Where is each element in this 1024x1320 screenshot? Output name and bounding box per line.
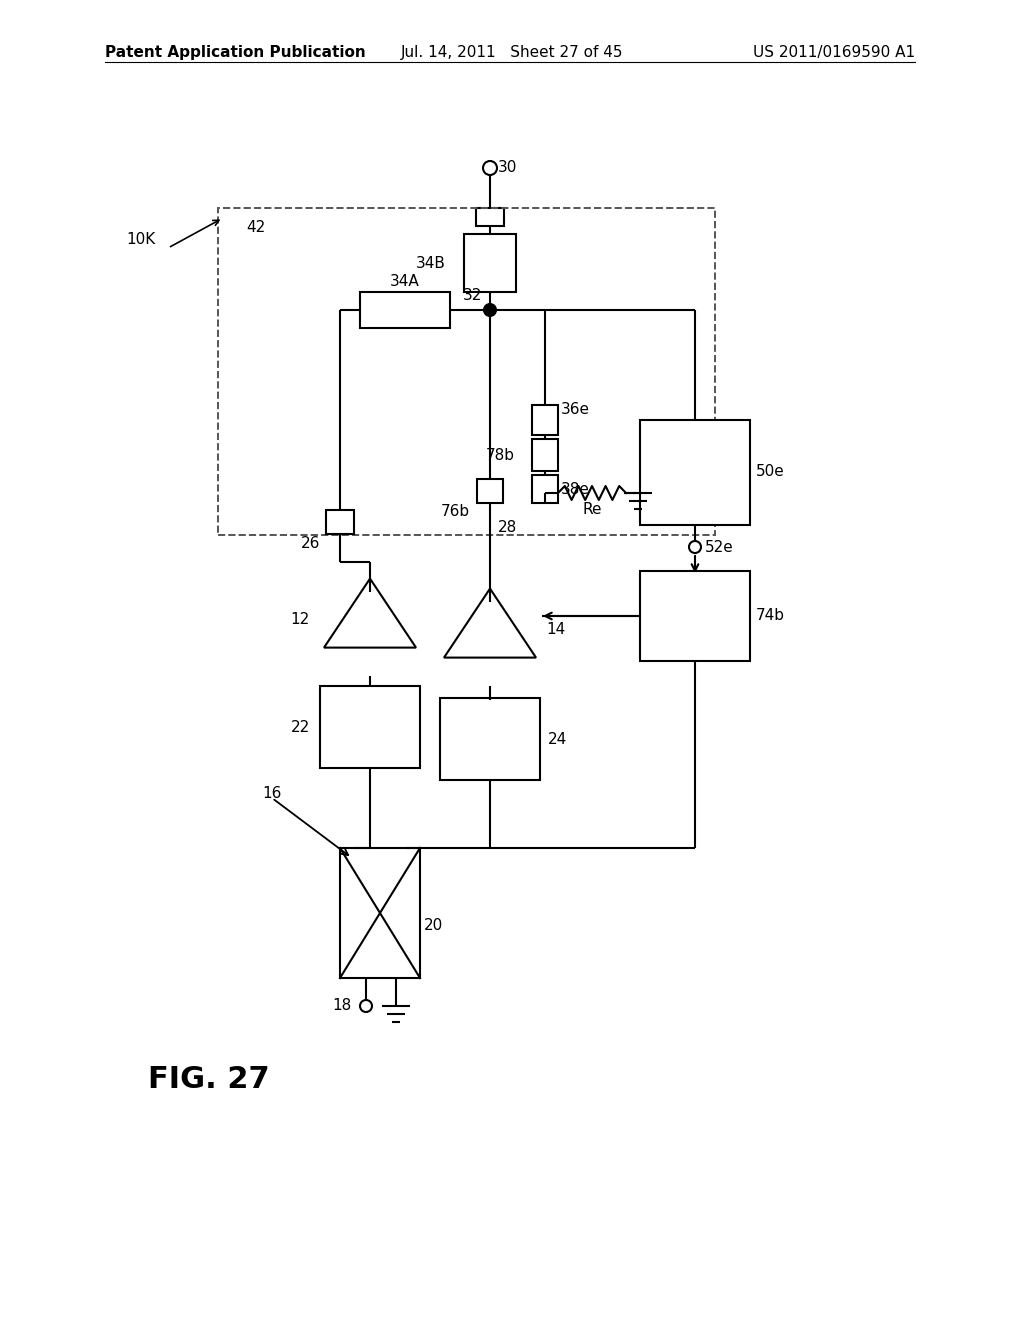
Text: 24: 24 <box>548 731 567 747</box>
Bar <box>440 698 540 780</box>
Text: 26: 26 <box>301 536 319 552</box>
Text: 34A: 34A <box>390 275 420 289</box>
Bar <box>532 405 558 436</box>
Text: FIG. 27: FIG. 27 <box>148 1065 269 1094</box>
Text: 22: 22 <box>291 719 310 734</box>
Text: 34B: 34B <box>416 256 446 271</box>
Bar <box>218 209 715 535</box>
Bar <box>326 510 354 535</box>
Bar <box>532 440 558 471</box>
Bar <box>640 420 750 525</box>
Text: 78b: 78b <box>486 447 515 462</box>
Text: Patent Application Publication: Patent Application Publication <box>105 45 366 59</box>
Bar <box>464 234 516 292</box>
Text: 18: 18 <box>333 998 352 1014</box>
Text: 12: 12 <box>290 612 309 627</box>
Bar <box>340 847 420 978</box>
Text: 20: 20 <box>424 919 443 933</box>
Text: 50e: 50e <box>756 465 784 479</box>
Circle shape <box>360 1001 372 1012</box>
Text: 14: 14 <box>546 623 565 638</box>
Text: 30: 30 <box>498 161 517 176</box>
Bar <box>640 572 750 661</box>
Bar <box>360 292 450 327</box>
Text: 52e: 52e <box>705 540 734 554</box>
Text: 32: 32 <box>463 289 482 304</box>
Text: 76b: 76b <box>441 503 470 519</box>
Text: 16: 16 <box>262 785 282 800</box>
Circle shape <box>483 161 497 176</box>
Bar <box>532 475 558 503</box>
Text: US 2011/0169590 A1: US 2011/0169590 A1 <box>753 45 915 59</box>
Text: Re: Re <box>583 502 602 516</box>
Text: Jul. 14, 2011   Sheet 27 of 45: Jul. 14, 2011 Sheet 27 of 45 <box>400 45 624 59</box>
Bar <box>476 209 504 226</box>
Bar <box>319 686 420 768</box>
Text: 74b: 74b <box>756 609 785 623</box>
Circle shape <box>689 541 701 553</box>
Text: 10K: 10K <box>127 232 156 248</box>
Bar <box>477 479 503 503</box>
Circle shape <box>484 304 496 315</box>
Text: 38e: 38e <box>561 482 590 496</box>
Text: 42: 42 <box>246 220 265 235</box>
Text: 36e: 36e <box>561 403 590 417</box>
Text: 28: 28 <box>498 520 517 535</box>
